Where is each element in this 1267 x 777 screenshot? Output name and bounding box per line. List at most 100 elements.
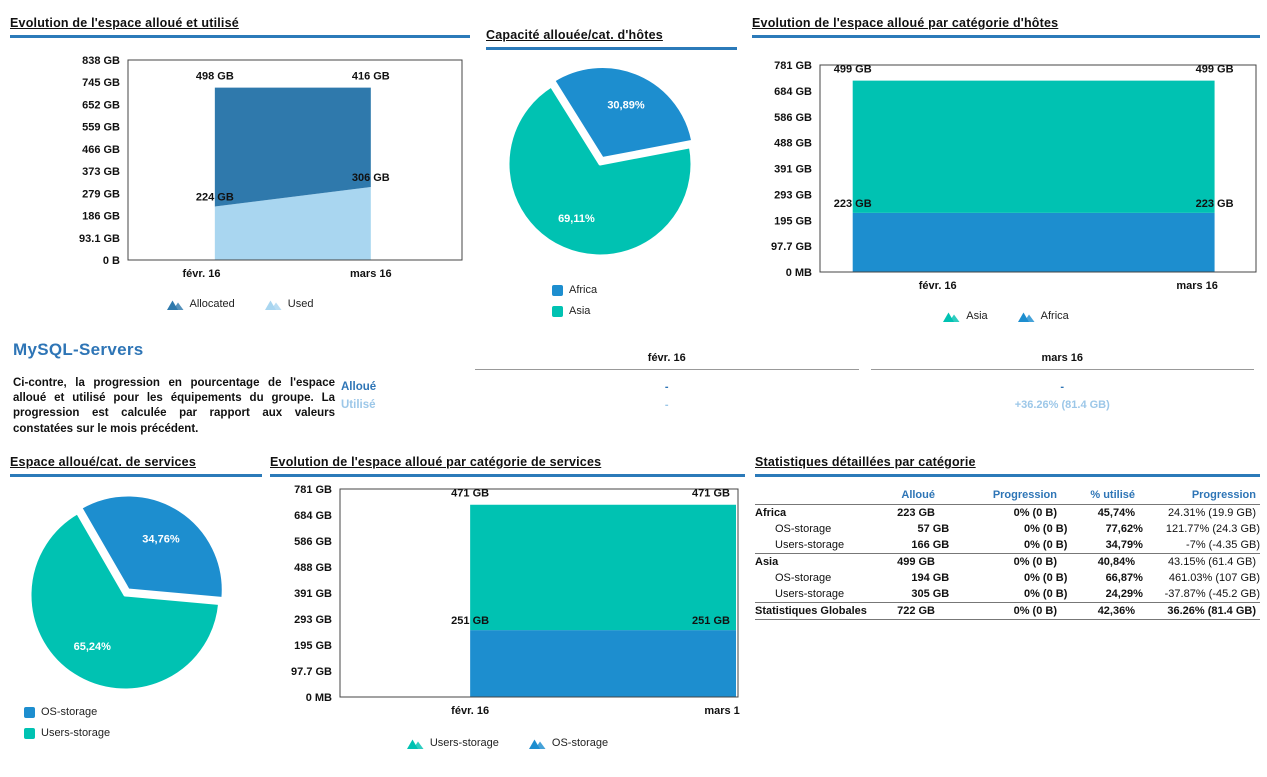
legend-item-os-storage[interactable]: OS-storage (528, 737, 608, 749)
x-axis-label: févr. 16 (451, 705, 489, 717)
legend-item-asia[interactable]: Asia (552, 305, 737, 317)
legend-item-users-storage[interactable]: Users-storage (406, 737, 499, 749)
chart-title-allocated-used: Evolution de l'espace alloué et utilisé (10, 16, 470, 38)
section-title: MySQL-Servers (13, 340, 144, 359)
stats-row-os-storage: OS-storage 194 GB 0% (0 B) 66,87% 461.03% (1… (755, 570, 1260, 586)
stats-table: Alloué Progression % utilisé Progression Afr… (755, 485, 1260, 620)
y-tick-label: 488 GB (294, 562, 332, 574)
y-tick-label: 195 GB (294, 640, 332, 652)
y-tick-label: 279 GB (82, 188, 120, 200)
service-category-pie-chart: 34,76% 65,24% (28, 493, 225, 692)
stats-header-row: Alloué Progression % utilisé Progression (755, 485, 1260, 505)
y-tick-label: 559 GB (82, 122, 120, 134)
pie-slice-label: 34,76% (142, 534, 180, 546)
stats-cell: 77,62% (1105, 523, 1143, 535)
x-axis-label: févr. 16 (919, 280, 957, 292)
host-category-legend: Asia Africa (752, 310, 1260, 322)
area-series-icon (1017, 311, 1035, 322)
stats-row-name: Africa (755, 507, 787, 519)
chart-title-host-category: Evolution de l'espace alloué par catégor… (752, 16, 1260, 38)
stats-col-header: Alloué (901, 488, 935, 501)
point-label: 471 GB (451, 488, 489, 500)
area-series-users-storage (470, 504, 737, 631)
legend-swatch-icon (552, 284, 563, 296)
area-series-os-storage (470, 630, 737, 697)
legend-label: Asia (966, 310, 988, 322)
legend-item-os-storage[interactable]: OS-storage (24, 706, 262, 718)
stats-cell: 24,29% (1105, 588, 1143, 600)
capacity-host-legend: Africa Asia (552, 284, 737, 317)
pie-slice-os-storage (79, 493, 225, 600)
legend-label: Africa (569, 284, 598, 296)
summary-value: - (1060, 381, 1065, 393)
y-tick-label: 93.1 GB (79, 233, 120, 245)
y-tick-label: 391 GB (774, 164, 812, 176)
area-series-allocated (214, 87, 371, 207)
y-tick-label: 0 MB (786, 267, 812, 279)
legend-item-allocated[interactable]: Allocated (166, 298, 235, 310)
stats-row-name: Asia (755, 556, 779, 568)
summary-value: - (664, 381, 669, 393)
point-label: 416 GB (352, 71, 390, 83)
summary-header-row: févr. 16 mars 16 (341, 352, 1260, 370)
legend-item-asia[interactable]: Asia (943, 310, 988, 322)
y-tick-label: 0 B (103, 255, 120, 267)
stats-cell: 43.15% (61.4 GB) (1167, 556, 1256, 568)
stats-row-statistiques-globales: Statistiques Globales 722 GB 0% (0 B) 42,36… (755, 603, 1260, 620)
stats-col-header: Progression (1191, 488, 1256, 501)
legend-swatch-icon (24, 706, 35, 718)
y-tick-label: 586 GB (774, 112, 812, 124)
area-series-africa (852, 212, 1215, 272)
legend-item-africa[interactable]: Africa (1017, 310, 1069, 322)
y-tick-label: 373 GB (82, 166, 120, 178)
stats-cell: 34,79% (1105, 539, 1143, 551)
stats-cell: 36.26% (81.4 GB) (1167, 605, 1256, 617)
x-axis-label: mars 16 (1176, 280, 1218, 292)
pie-slice-africa (552, 65, 695, 161)
stats-cell: 722 GB (897, 605, 935, 617)
plot-border (819, 64, 1257, 273)
pie-slice-users-storage (28, 511, 222, 692)
stats-row-name: OS-storage (775, 572, 832, 584)
point-label: 223 GB (834, 198, 872, 210)
area-series-asia (852, 80, 1215, 213)
chart-title-service-area: Evolution de l'espace alloué par catégor… (270, 455, 745, 477)
y-tick-label: 781 GB (294, 484, 332, 496)
stats-row-users-storage: Users-storage 166 GB 0% (0 B) 34,79% -7% (-4… (755, 537, 1260, 554)
stats-cell: 0% (0 B) (1013, 507, 1057, 519)
stats-row-os-storage: OS-storage 57 GB 0% (0 B) 77,62% 121.77% (24… (755, 521, 1260, 537)
legend-swatch-icon (24, 727, 35, 739)
y-tick-label: 293 GB (774, 189, 812, 201)
y-tick-label: 466 GB (82, 144, 120, 156)
pie-slice-label: 69,11% (558, 213, 595, 225)
y-tick-label: 652 GB (82, 99, 120, 111)
point-label: 471 GB (692, 488, 730, 500)
legend-item-used[interactable]: Used (264, 298, 313, 310)
point-label: 251 GB (451, 615, 489, 627)
y-tick-label: 391 GB (294, 588, 332, 600)
mysql-servers-section: MySQL-Servers Ci-contre, la progression … (13, 340, 1260, 452)
capacity-host-pie-chart: 30,89% 69,11% (506, 65, 695, 258)
legend-item-africa[interactable]: Africa (552, 284, 737, 296)
host-category-area-chart: 781 GB 684 GB 586 GB 488 GB 391 GB 293 GB 195 … (771, 60, 1257, 292)
plot-border (127, 59, 463, 261)
stats-cell: 40,84% (1097, 556, 1135, 568)
stats-col-header: % utilisé (1090, 488, 1135, 501)
pie-slice-label: 30,89% (607, 100, 645, 112)
legend-label: Asia (569, 305, 591, 317)
stats-cell: -7% (-4.35 GB) (1186, 539, 1261, 551)
x-axis-label: févr. 16 (183, 268, 221, 280)
point-label: 223 GB (1196, 198, 1234, 210)
legend-item-users-storage[interactable]: Users-storage (24, 727, 262, 739)
chart-title-capacity-hosts: Capacité allouée/cat. d'hôtes (486, 28, 737, 50)
area-series-icon (166, 299, 184, 310)
area-series-used (214, 186, 371, 260)
stats-cell: 0% (0 B) (1023, 523, 1068, 535)
y-tick-label: 97.7 GB (771, 241, 812, 253)
stats-row-name: Users-storage (775, 539, 845, 551)
stats-row-users-storage: Users-storage 305 GB 0% (0 B) 24,29% -37.87%… (755, 586, 1260, 603)
y-tick-label: 293 GB (294, 614, 332, 626)
point-label: 498 GB (196, 71, 234, 83)
panel-allocated-used-chart: Evolution de l'espace alloué et utilisé … (10, 16, 470, 310)
